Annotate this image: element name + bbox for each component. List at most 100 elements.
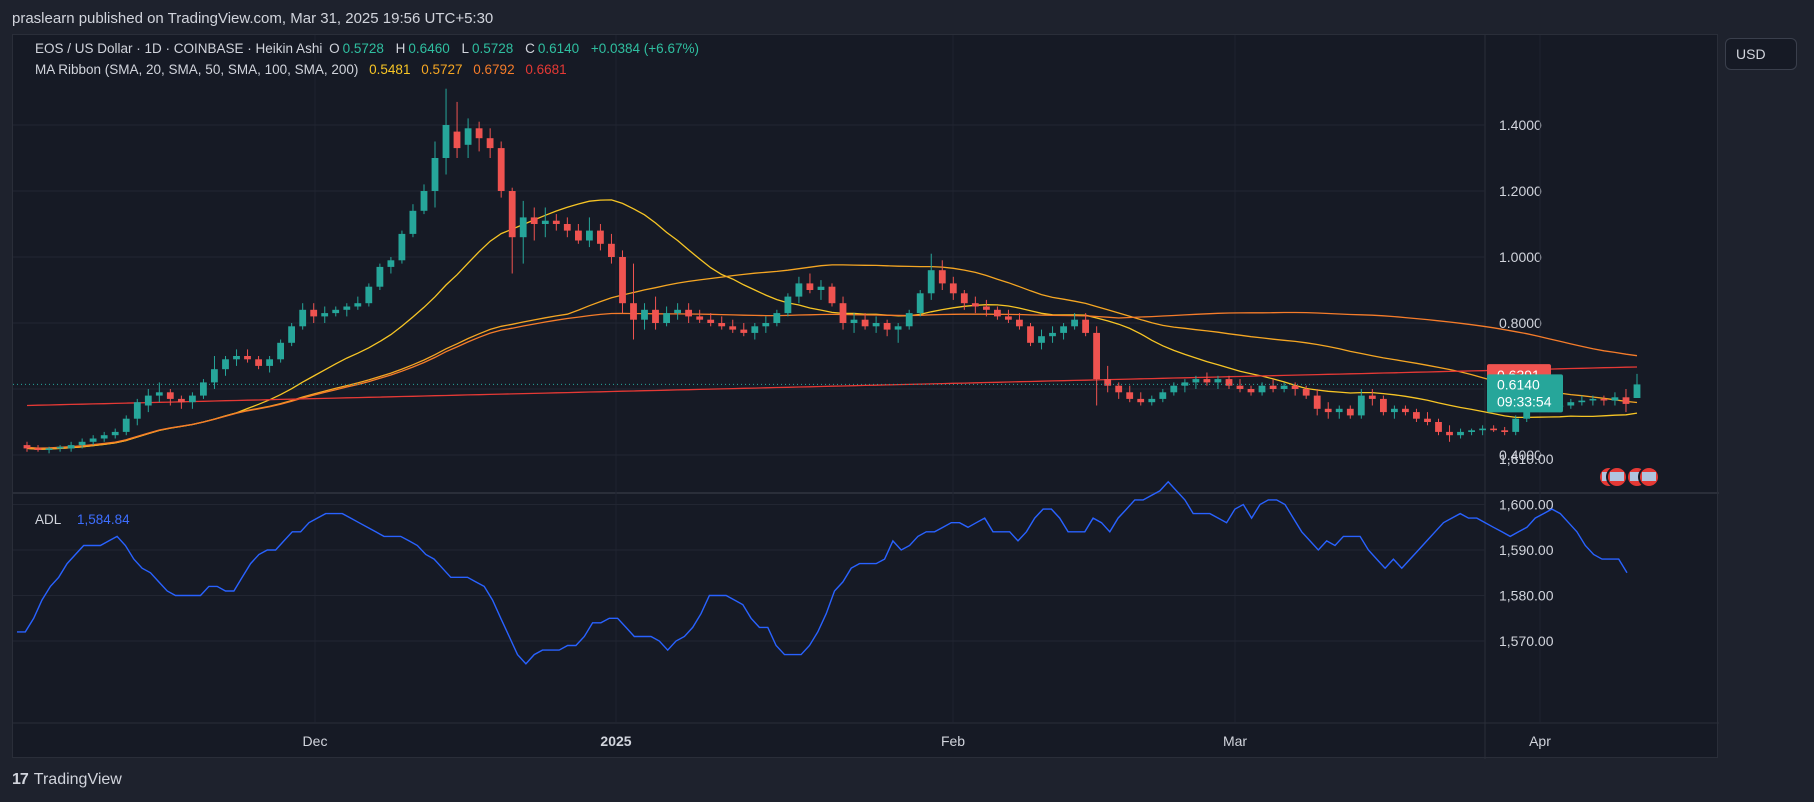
candle-body: [983, 306, 990, 310]
candle-body: [784, 296, 792, 314]
candle-body: [839, 303, 847, 323]
candle-body: [1600, 398, 1608, 401]
price-tick-label: 0.4000: [1499, 447, 1542, 463]
tradingview-brand: TradingView: [33, 771, 122, 788]
adl-legend: ADL 1,584.84: [35, 512, 133, 527]
candle-body: [960, 293, 968, 304]
candle-body: [1468, 430, 1475, 432]
candle-body: [1148, 398, 1156, 403]
candle-body: [971, 303, 979, 307]
candle-body: [1038, 336, 1045, 343]
candle-body: [1280, 385, 1288, 389]
candle-body: [773, 313, 781, 323]
candle-body: [674, 309, 681, 314]
ma-ribbon-legend: MA Ribbon (SMA, 20, SMA, 50, SMA, 100, S…: [35, 62, 570, 77]
ma200-line: [26, 366, 1638, 407]
chart-panel[interactable]: 1.4000 1.2000 1.0000 0.8000 0.4000 Dec 2025 Feb…: [12, 34, 1719, 759]
candle-body: [387, 260, 395, 267]
candle-body: [828, 286, 836, 304]
candle-body: [1435, 422, 1442, 432]
currency-selector[interactable]: USD: [1725, 38, 1797, 70]
ohlc-high-label: H: [395, 41, 406, 56]
candle-body: [431, 158, 439, 191]
candle-body: [696, 316, 704, 320]
candle-body: [475, 128, 483, 139]
candle-body: [133, 402, 141, 419]
candle-body: [144, 395, 152, 406]
ma100-line: [26, 311, 1638, 449]
ma20-value: 0.5481: [369, 62, 411, 77]
candle-body: [1093, 332, 1100, 380]
candle-body: [1137, 398, 1145, 403]
candle-body: [34, 448, 42, 450]
ohlc-low-label: L: [461, 41, 469, 56]
candle-body: [652, 309, 659, 323]
tradingview-footer[interactable]: 17 TradingView: [12, 771, 122, 789]
candle-body: [949, 283, 957, 294]
candle-body: [1005, 316, 1012, 320]
candle-body: [1291, 385, 1299, 389]
candle-body: [409, 210, 417, 234]
candle-body: [994, 309, 1001, 317]
adl-label[interactable]: ADL: [35, 512, 62, 527]
candle-body: [1027, 326, 1034, 343]
adl-tick-label: 1,600.00: [1499, 497, 1554, 513]
candle-body: [277, 342, 284, 360]
candle-body: [1567, 402, 1575, 406]
price-tick-label: 1.0000: [1499, 249, 1542, 265]
candle-body: [1424, 418, 1431, 422]
candle-body: [740, 329, 748, 333]
current-price-label: 0.6140: [1497, 376, 1540, 392]
candle-body: [1346, 408, 1354, 416]
candle-body: [1457, 431, 1464, 436]
candle-body: [266, 359, 273, 366]
candle-body: [299, 309, 307, 327]
candle-body: [608, 243, 615, 257]
symbol-legend: EOS / US Dollar · 1D · COINBASE · Heikin…: [35, 41, 702, 56]
candle-body: [1633, 384, 1641, 398]
flag-stripes: [1630, 472, 1644, 481]
time-tick-label: Mar: [1223, 733, 1247, 749]
candle-body: [1324, 408, 1332, 413]
ma-ribbon-title[interactable]: MA Ribbon (SMA, 20, SMA, 50, SMA, 100, S…: [35, 62, 359, 77]
candle-body: [1192, 379, 1200, 383]
candle-body: [1247, 389, 1255, 393]
candle-body: [641, 309, 648, 320]
candle-body: [100, 435, 108, 439]
candle-body: [685, 309, 692, 317]
adl-line: [17, 480, 1628, 665]
candle-body: [1578, 400, 1586, 403]
candle-body: [354, 303, 362, 307]
candle-body: [1479, 428, 1486, 431]
candle-body: [1269, 385, 1277, 389]
candle-body: [894, 326, 902, 330]
candle-body: [486, 138, 494, 149]
ohlc-close-value: 0.6140: [537, 41, 580, 56]
candle-body: [1413, 412, 1420, 419]
publisher-line: praslearn published on TradingView.com, …: [12, 10, 494, 27]
chart-canvas[interactable]: 1.4000 1.2000 1.0000 0.8000 0.4000 Dec 2025 Feb…: [13, 35, 1719, 759]
candle-body: [751, 326, 759, 333]
candle-body: [310, 309, 318, 317]
candle-body: [938, 270, 946, 284]
candle-body: [1622, 397, 1630, 404]
candle-body: [806, 283, 814, 290]
candle-body: [883, 323, 891, 330]
ohlc-low-value: 0.5728: [472, 41, 514, 56]
candle-body: [211, 369, 218, 383]
adl-value: 1,584.84: [77, 512, 130, 527]
ohlc-high-value: 0.6460: [408, 41, 450, 56]
candle-body: [1368, 395, 1376, 399]
candle-body: [817, 286, 825, 290]
candle-body: [530, 217, 538, 224]
candle-body: [1159, 392, 1167, 399]
candle-body: [45, 448, 53, 450]
candle-body: [1302, 389, 1310, 396]
candle-body: [1049, 332, 1056, 337]
candle-body: [89, 438, 97, 442]
candle-body: [541, 220, 549, 224]
ohlc-open-label: O: [329, 41, 340, 56]
symbol-title[interactable]: EOS / US Dollar · 1D · COINBASE · Heikin…: [35, 41, 323, 56]
adl-tick-label: 1,580.00: [1499, 588, 1554, 604]
candle-body: [597, 230, 604, 244]
